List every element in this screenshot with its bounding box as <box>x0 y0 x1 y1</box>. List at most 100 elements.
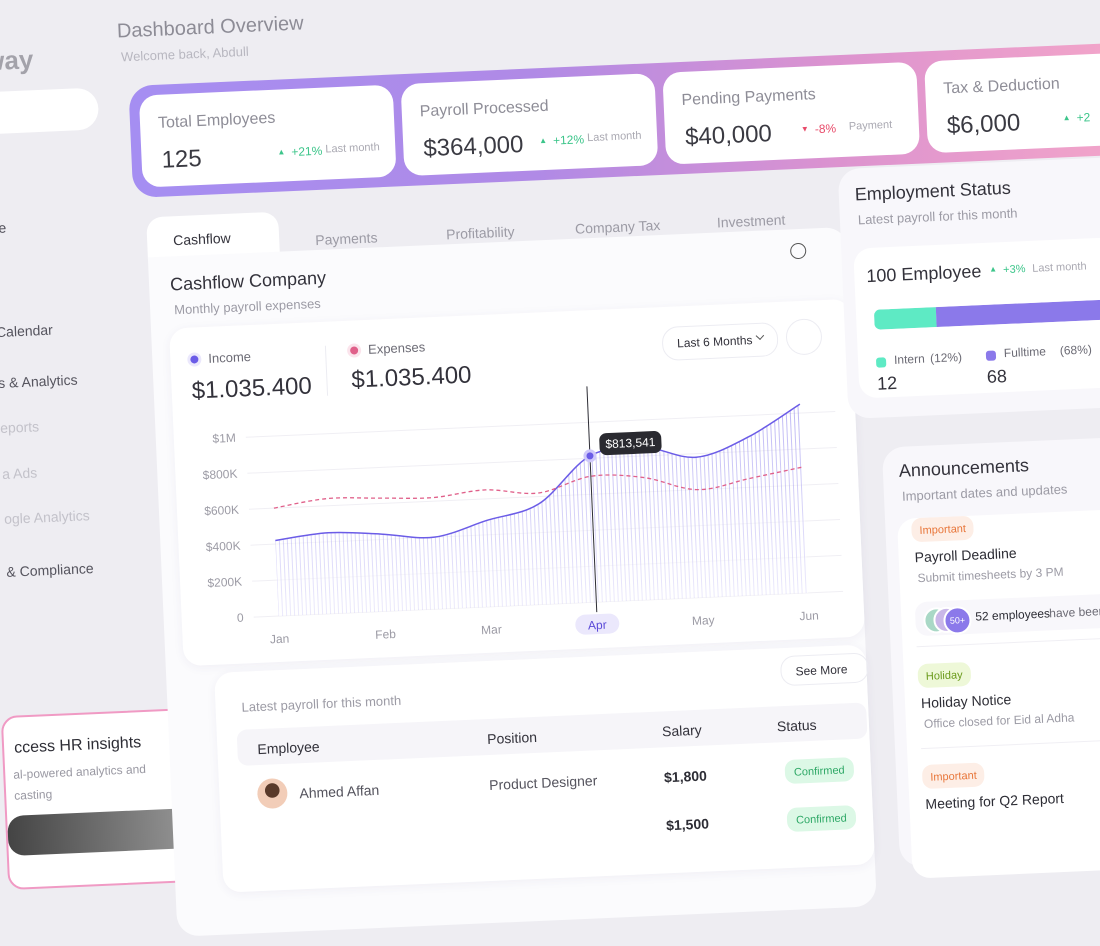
avatar-badge: 50+ <box>942 605 973 636</box>
expand-button[interactable] <box>785 318 823 356</box>
cashflow-panel: Cashflow Company Monthly payroll expenses… <box>147 226 877 937</box>
x-highlight <box>575 613 620 635</box>
stat-note: Last month <box>325 141 380 156</box>
item-title[interactable]: Meeting for Q2 Report <box>925 789 1065 812</box>
announcements-card: Announcements Important dates and updates… <box>881 434 1100 879</box>
table-cell: $1,800 <box>663 767 708 786</box>
tab-label: Company Tax <box>574 217 661 237</box>
stat-value: $364,000 <box>422 130 525 163</box>
bar-segment <box>936 291 1100 328</box>
legend-label: Income <box>208 348 252 366</box>
card-subtitle: Important dates and updates <box>901 481 1068 504</box>
stat-label: Total Employees <box>157 109 276 132</box>
card-title: Employment Status <box>854 177 1012 205</box>
column-header: Salary <box>661 721 703 740</box>
nav-item[interactable]: Calendar <box>0 321 54 341</box>
divider <box>916 633 1100 648</box>
legend-total: $1.035.400 <box>191 372 313 405</box>
nav-item[interactable]: ogle Analytics <box>3 507 91 527</box>
segment-share: (12%) <box>929 349 963 366</box>
tag-label: Important <box>919 522 967 537</box>
stat-label: Pending Payments <box>681 86 817 109</box>
stat-card: Pending Payments $40,000 -8% Payment <box>662 61 921 165</box>
promo-button[interactable] <box>7 807 199 857</box>
item-title[interactable]: Payroll Deadline <box>914 544 1017 566</box>
y-tick-label: $1M <box>212 431 236 446</box>
see-more-button[interactable]: See More <box>779 652 870 687</box>
panel-title: Cashflow Company <box>169 267 327 295</box>
x-tick-label: May <box>692 613 715 628</box>
tab-label: Investment <box>716 211 786 231</box>
avatar <box>256 777 289 810</box>
nav-item[interactable]: ce <box>0 219 7 237</box>
employment-inner: 100 Employee +3% Last month Intern(12%) 12 Fu… <box>853 235 1100 399</box>
participants-text: have been p <box>1048 603 1100 621</box>
tag: Important <box>921 762 986 790</box>
tag: Important <box>910 515 975 543</box>
grid-line <box>245 411 836 438</box>
range-label: Last 6 Months <box>676 333 753 351</box>
divider <box>921 735 1100 750</box>
tooltip-label: $813,541 <box>605 435 656 451</box>
nav-item[interactable]: & Compliance <box>6 560 94 580</box>
status-label: Confirmed <box>793 764 845 779</box>
tooltip-box <box>599 431 662 456</box>
column-header: Status <box>776 716 817 735</box>
tooltip-point <box>583 449 597 463</box>
x-tick-label: Jan <box>270 632 290 647</box>
card-title: Announcements <box>898 455 1030 481</box>
stat-card: Total Employees 125 +21%Last month <box>138 84 397 188</box>
stat-value: 125 <box>161 144 203 174</box>
segment-label: Fulltime <box>1003 344 1047 361</box>
y-tick-label: $200K <box>207 575 242 591</box>
panel-subtitle: Monthly payroll expenses <box>173 295 322 318</box>
y-tick-label: $400K <box>206 539 241 555</box>
x-tick-label: Apr <box>588 618 607 633</box>
x-tick-label: Jun <box>799 608 819 623</box>
page-subtitle: Welcome back, Abdull <box>120 43 249 65</box>
promo-text: al-powered analytics and <box>13 761 147 782</box>
cursor-line <box>586 386 598 613</box>
legend-divider <box>324 345 329 396</box>
employee-change: +3% <box>989 263 1026 277</box>
info-button[interactable] <box>789 242 807 260</box>
page-title: Dashboard Overview <box>116 12 305 43</box>
nav-item[interactable]: s & Analytics <box>0 371 78 392</box>
badge-label: 50+ <box>949 615 966 626</box>
column-header: Position <box>486 728 538 748</box>
column-header: Employee <box>257 738 320 758</box>
segment-label: Intern <box>893 351 926 367</box>
tab-label: Cashflow <box>172 229 232 249</box>
employee-note: Last month <box>1031 260 1087 275</box>
item-text: Office closed for Eid al Adha <box>923 710 1075 731</box>
see-more-label: See More <box>795 662 848 679</box>
bar-segment <box>873 307 938 330</box>
x-tick-label: Mar <box>481 622 502 637</box>
x-tick-label: Feb <box>375 627 397 642</box>
stat-note: Payment <box>848 118 893 133</box>
segment-count: 68 <box>986 366 1008 387</box>
legend-swatch <box>985 350 997 361</box>
tag-label: Holiday <box>925 669 963 683</box>
promo-text: casting <box>13 787 53 803</box>
income-area-fade <box>275 404 809 617</box>
payroll-table: Latest payroll for this month See More Emp… <box>214 644 876 893</box>
legend-total: $1.035.400 <box>350 361 473 394</box>
search-box[interactable] <box>0 87 100 137</box>
stat-card: Tax & Deduction $6,000 +2 <box>924 50 1100 154</box>
nav-item[interactable]: eports <box>0 418 40 436</box>
employment-bar <box>873 287 1100 330</box>
item-title[interactable]: Holiday Notice <box>920 691 1012 712</box>
chevron <box>755 331 765 341</box>
chart-card: Income $1.035.400 Expenses $1.035.400 Last 6… <box>168 298 866 667</box>
status-pill: Confirmed <box>784 757 855 785</box>
legend-swatch <box>875 357 887 368</box>
nav-item[interactable]: a Ads <box>1 464 38 482</box>
table-cell: Product Designer <box>488 772 598 793</box>
announcements-list: Important Payroll Deadline Submit timeshee… <box>896 505 1100 879</box>
range-select[interactable]: Last 6 Months <box>661 322 779 362</box>
stat-change: -8% <box>801 121 837 137</box>
y-tick-label: $600K <box>204 503 239 519</box>
stat-note: Last month <box>586 129 642 145</box>
table-cell: $1,500 <box>665 815 710 834</box>
